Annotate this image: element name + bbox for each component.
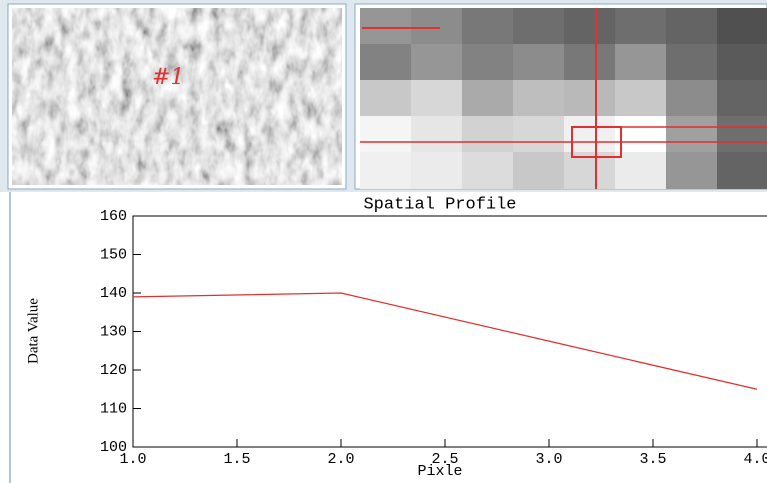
- y-tick-label: 150: [100, 246, 127, 263]
- zoom-pixel: [615, 116, 667, 153]
- zoom-view: [360, 8, 767, 189]
- image-view: [12, 8, 342, 185]
- zoom-pixel: [564, 44, 616, 81]
- zoom-pixel: [717, 8, 767, 45]
- zoom-pixel: [615, 152, 667, 189]
- y-tick-label: 130: [100, 323, 127, 340]
- y-tick-label: 120: [100, 362, 127, 379]
- zoom-pixel: [411, 116, 463, 153]
- x-axis-label: Pixle: [417, 463, 462, 480]
- zoom-pixel: [462, 152, 514, 189]
- x-tick-label: 2.5: [431, 451, 458, 468]
- zoom-pixel: [666, 80, 718, 117]
- zoom-pixel: [462, 44, 514, 81]
- zoom-pixel: [564, 8, 616, 45]
- zoom-pixel: [360, 80, 412, 117]
- zoom-pixel: [615, 44, 667, 81]
- zoom-pixel: [360, 116, 412, 153]
- zoom-pixel: [462, 8, 514, 45]
- zoom-pixel: [411, 80, 463, 117]
- zoom-pixel: [615, 80, 667, 117]
- y-tick-label: 160: [100, 208, 127, 225]
- zoom-pixel: [360, 8, 412, 45]
- zoom-pixel: [615, 8, 667, 45]
- zoom-pixel: [513, 152, 565, 189]
- y-tick-label: 100: [100, 439, 127, 456]
- y-tick-label: 140: [100, 285, 127, 302]
- pixel-box: [571, 126, 622, 158]
- y-axis-label: Data Value: [25, 298, 41, 364]
- zoom-pixel: [513, 80, 565, 117]
- zoom-pixel: [513, 44, 565, 81]
- zoom-pixel: [360, 44, 412, 81]
- zoom-pixel: [717, 152, 767, 189]
- plot-panel: [0, 192, 767, 483]
- x-tick-label: 1.0: [119, 451, 146, 468]
- profile-line: [132, 292, 758, 390]
- zoom-pixel: [360, 152, 412, 189]
- zoom-pixel: [513, 116, 565, 153]
- zoom-pixel: [462, 80, 514, 117]
- zoom-pixel: [717, 116, 767, 153]
- zoom-pixel: [411, 44, 463, 81]
- x-tick-label: 3.5: [639, 451, 666, 468]
- zoom-pixel: [411, 152, 463, 189]
- zoom-pixel: [666, 44, 718, 81]
- zoom-pixel: [462, 116, 514, 153]
- zoom-pixel: [666, 8, 718, 45]
- zoom-pixel: [717, 80, 767, 117]
- zoom-pixel: [513, 8, 565, 45]
- zoom-pixel: [717, 44, 767, 81]
- x-tick-label: 4.0: [743, 451, 767, 468]
- chart-title: Spatial Profile: [363, 195, 516, 214]
- y-tick-label: 110: [100, 400, 127, 417]
- x-tick-label: 2.0: [327, 451, 354, 468]
- x-tick-label: 1.5: [223, 451, 250, 468]
- zoom-pixel: [666, 152, 718, 189]
- zoom-pixel: [666, 116, 718, 153]
- zoom-pixel: [564, 152, 616, 189]
- zoom-pixel: [564, 80, 616, 117]
- roi-label: #1: [152, 65, 184, 90]
- zoom-pixel: [411, 8, 463, 45]
- x-tick-label: 3.0: [535, 451, 562, 468]
